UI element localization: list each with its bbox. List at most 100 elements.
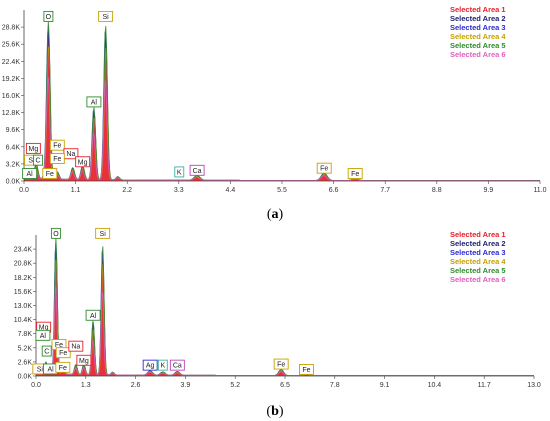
- y-tick-label: 15.6K: [14, 289, 33, 296]
- x-tick-label: 9.9: [484, 187, 494, 194]
- y-tick-label: 3.2K: [6, 161, 21, 168]
- peak-label-na: Na: [68, 340, 84, 352]
- peak-label-fe: Fe: [316, 162, 332, 174]
- svg-text:Fe: Fe: [46, 171, 54, 178]
- legend-entry: Selected Area 3: [450, 248, 506, 257]
- svg-text:Al: Al: [91, 99, 98, 106]
- x-tick-label: 7.8: [330, 382, 340, 389]
- legend-entry: Selected Area 3: [450, 23, 506, 32]
- y-tick-label: 22.4K: [2, 59, 21, 66]
- y-tick-label: 0.0K: [18, 374, 33, 381]
- svg-text:Fe: Fe: [320, 166, 328, 173]
- series-line-area-6: [23, 77, 540, 182]
- peak-label-fe: Fe: [55, 347, 71, 359]
- peak-label-fe: Fe: [55, 361, 71, 373]
- x-tick-label: 8.8: [432, 187, 442, 194]
- x-tick-label: 3.9: [181, 382, 191, 389]
- y-tick-label: 13.0K: [14, 303, 33, 310]
- panel-caption: (a): [267, 207, 284, 222]
- x-tick-label: 6.6: [329, 187, 339, 194]
- x-tick-label: 0.0: [19, 187, 29, 194]
- svg-text:Fe: Fe: [59, 365, 67, 372]
- y-tick-label: 18.2K: [14, 275, 33, 282]
- y-tick-label: 12.8K: [2, 110, 21, 117]
- x-tick-label: 10.4: [428, 382, 442, 389]
- legend-entry: Selected Area 6: [450, 50, 506, 59]
- svg-text:Ca: Ca: [193, 168, 202, 175]
- svg-text:Si: Si: [103, 14, 110, 21]
- svg-text:Mg: Mg: [39, 325, 49, 332]
- y-tick-label: 0.0K: [6, 179, 21, 186]
- peak-label-o: O: [50, 227, 61, 239]
- peak-label-fe: Fe: [347, 168, 363, 179]
- peak-label-ca: Ca: [189, 164, 205, 176]
- legend-entry: Selected Area 5: [450, 41, 506, 50]
- legend-entry: Selected Area 4: [450, 257, 506, 266]
- svg-text:O: O: [46, 14, 52, 21]
- svg-text:Fe: Fe: [351, 171, 359, 178]
- panel-caption: (b): [266, 404, 283, 419]
- x-tick-label: 2.2: [122, 187, 132, 194]
- peak-label-al: Al: [35, 329, 51, 341]
- y-tick-label: 23.4K: [14, 247, 33, 254]
- peak-label-c: C: [41, 345, 52, 357]
- peak-label-fe: Fe: [42, 168, 58, 179]
- peak-label-al: Al: [86, 96, 102, 108]
- x-tick-label: 13.0: [527, 382, 541, 389]
- y-tick-label: 28.8K: [2, 25, 21, 32]
- x-tick-label: 3.3: [174, 187, 184, 194]
- peak-label-ag: Ag: [142, 359, 158, 371]
- x-tick-label: 2.6: [131, 382, 141, 389]
- svg-text:Al: Al: [47, 366, 54, 373]
- svg-text:Fe: Fe: [277, 362, 285, 369]
- svg-text:K: K: [177, 169, 182, 176]
- peak-label-mg: Mg: [76, 354, 92, 366]
- x-tick-label: 4.4: [226, 187, 236, 194]
- svg-text:Fe: Fe: [302, 367, 310, 374]
- legend-entry: Selected Area 6: [450, 275, 506, 284]
- peak-label-c: C: [33, 154, 44, 166]
- svg-text:C: C: [36, 158, 41, 165]
- svg-text:Na: Na: [66, 151, 75, 158]
- x-tick-label: 1.3: [81, 382, 91, 389]
- peak-label-fe: Fe: [49, 153, 65, 165]
- peak-label-fe: Fe: [49, 139, 65, 151]
- legend-entry: Selected Area 1: [450, 230, 506, 239]
- y-tick-label: 10.4K: [14, 317, 33, 324]
- svg-text:Fe: Fe: [55, 342, 63, 349]
- svg-text:K: K: [160, 363, 165, 370]
- peak-label-mg: Mg: [25, 142, 41, 154]
- x-tick-label: 5.2: [230, 382, 240, 389]
- svg-text:Mg: Mg: [29, 146, 39, 153]
- x-tick-label: 5.5: [277, 187, 287, 194]
- legend-entry: Selected Area 2: [450, 239, 506, 248]
- peak-label-k: K: [174, 166, 185, 178]
- peak-label-si: Si: [98, 10, 114, 22]
- svg-text:Fe: Fe: [53, 143, 61, 150]
- svg-text:Na: Na: [71, 344, 80, 351]
- x-tick-label: 1.1: [71, 187, 81, 194]
- legend-entry: Selected Area 4: [450, 32, 506, 41]
- y-tick-label: 9.6K: [6, 127, 21, 134]
- x-tick-label: 0.0: [31, 382, 41, 389]
- svg-text:Ag: Ag: [146, 363, 155, 370]
- svg-text:Ca: Ca: [173, 363, 182, 370]
- svg-text:Fe: Fe: [59, 350, 67, 357]
- svg-text:C: C: [44, 349, 49, 356]
- x-tick-label: 9.1: [380, 382, 390, 389]
- y-tick-label: 2.6K: [18, 359, 33, 366]
- svg-text:Al: Al: [27, 171, 34, 178]
- svg-text:Si: Si: [28, 158, 35, 165]
- x-tick-label: 11.7: [478, 382, 491, 389]
- y-tick-label: 25.6K: [2, 42, 21, 49]
- legend-entry: Selected Area 2: [450, 14, 506, 23]
- x-tick-label: 11.0: [533, 187, 546, 194]
- y-tick-label: 20.8K: [14, 261, 33, 268]
- peak-label-o: O: [43, 10, 54, 22]
- peak-label-si: Si: [95, 227, 111, 239]
- spectrum-chart-b: 0.0 1.3 2.6 3.9 5.2 6.5 7.8 9.1 10.4 11.7 13.0 0.0K…: [14, 227, 541, 419]
- peak-label-k: K: [157, 359, 168, 371]
